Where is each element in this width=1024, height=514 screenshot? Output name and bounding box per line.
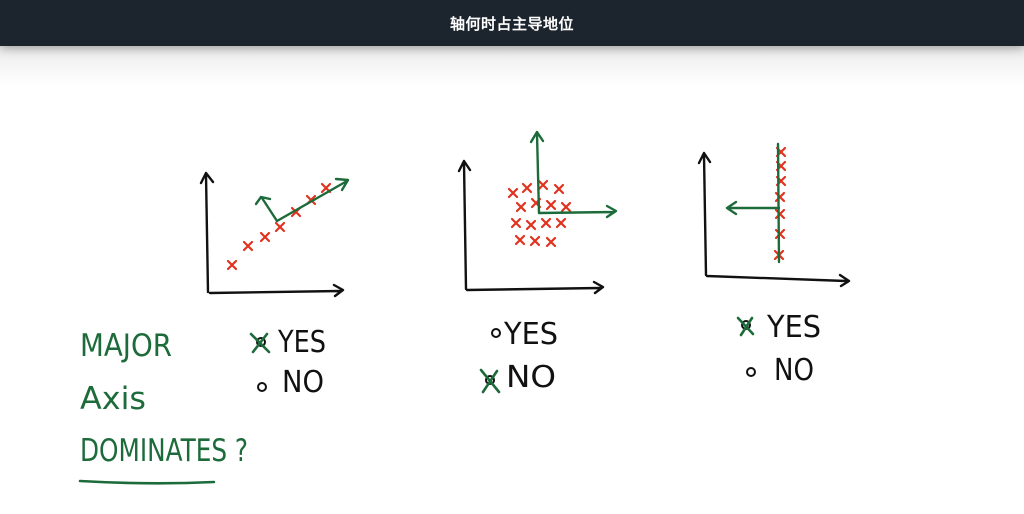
panel-1-no-label: NO: [282, 365, 324, 400]
panel-1-yes-label: YES: [277, 325, 326, 360]
panel-3-no-bullet: [746, 367, 756, 377]
question-line-3: DOMINATES ?: [80, 433, 248, 469]
panel-2-no-label: NO: [506, 360, 556, 395]
panel-1-major-axis-arrow: [275, 177, 350, 223]
panel-3-yes-check-mark: [736, 316, 755, 337]
panel-2-vertical-axis-arrow: [529, 130, 545, 215]
panel-3-no-label: NO: [774, 353, 814, 388]
panel-1-points: [226, 182, 332, 271]
panel-1-minor-axis-arrow: [254, 195, 279, 223]
panel-1-yes-bullet: [256, 337, 266, 347]
panel-2-axes: [457, 159, 605, 295]
panel-2-horizontal-axis-arrow: [537, 204, 618, 219]
panel-1-no-bullet: [257, 382, 267, 392]
panel-1-axes: [199, 171, 345, 298]
panel-3-answers: YES NO: [736, 310, 821, 388]
question-line-2: Axis: [80, 381, 146, 417]
question-line-1: MAJOR: [80, 328, 172, 364]
panel-3-horizontal-axis-arrow: [725, 200, 781, 216]
panel-1-answers: YES NO: [249, 325, 326, 400]
title-bar: 轴何时占主导地位: [0, 0, 1024, 46]
question-underline: [78, 479, 216, 485]
panel-1-plot: [199, 171, 350, 298]
panel-3-vertical-axis-arrow: [776, 142, 781, 264]
header-shadow: [0, 46, 1024, 86]
panel-2-plot: [457, 130, 618, 295]
panel-2-yes-label: YES: [503, 317, 558, 352]
panel-2-yes-bullet: [491, 328, 501, 338]
panel-3-plot: [697, 142, 851, 288]
panel-1-yes-check-mark: [249, 332, 271, 354]
page-title: 轴何时占主导地位: [449, 14, 574, 33]
panel-2-no-bullet: [485, 375, 495, 385]
panel-2-no-check-mark: [479, 368, 501, 394]
panel-3-yes-label: YES: [766, 310, 821, 345]
question-block: MAJOR Axis DOMINATES ?: [78, 328, 248, 485]
panel-3-axes: [697, 151, 851, 288]
panel-2-answers: YES NO: [479, 317, 558, 395]
whiteboard: MAJOR Axis DOMINATES ? YES NO YES NO YES…: [78, 130, 851, 485]
